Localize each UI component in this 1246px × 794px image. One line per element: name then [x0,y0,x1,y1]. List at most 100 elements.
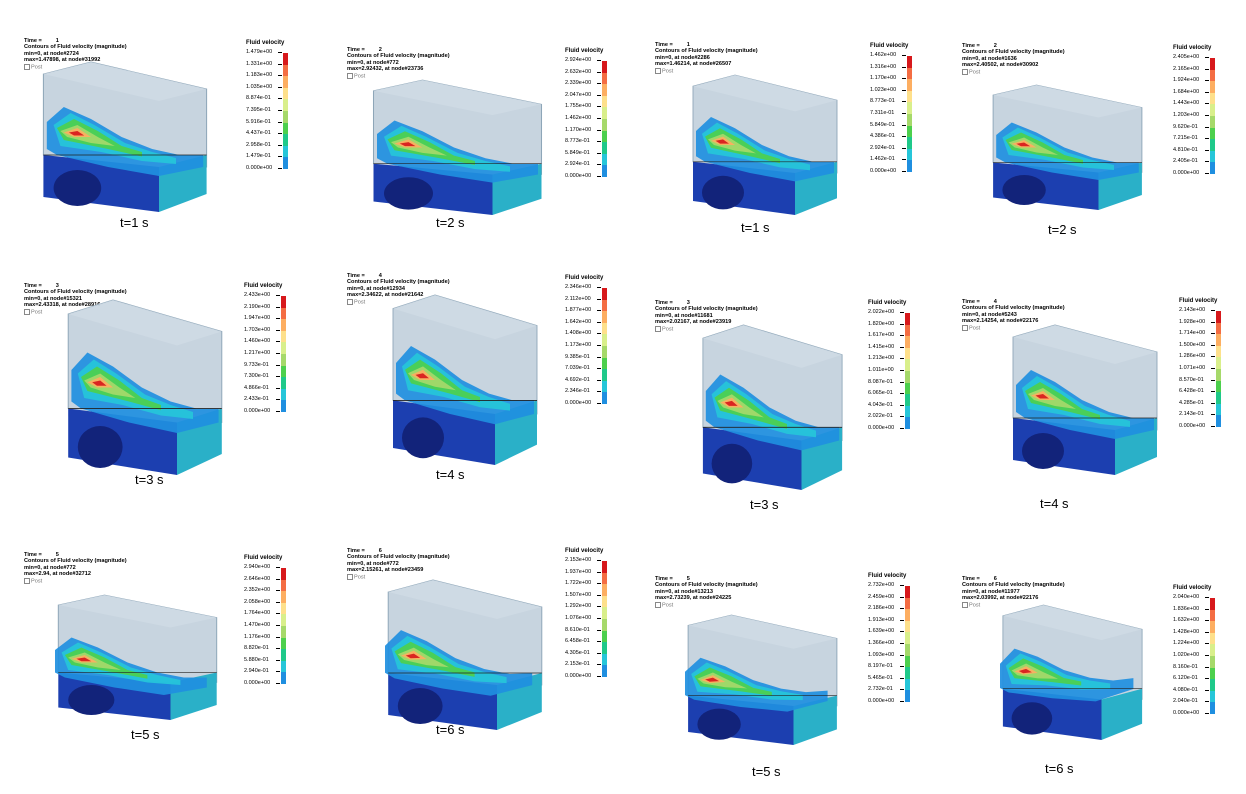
base-side-face [1101,688,1143,740]
legend-entry: 2.732e-01 [868,686,910,702]
legend-tick [1205,126,1209,128]
legend-value: 1.937e+00 [565,568,592,575]
legend-value: 0.000e+00 [244,407,271,414]
contour-title: Contours of Fluid velocity (magnitude) [24,289,127,296]
legend-tick [276,659,280,661]
legend-swatch [602,584,607,596]
post-item[interactable]: Post [655,67,758,75]
legend-tick [1205,631,1209,633]
tunnel-section [711,443,753,484]
legend-entry: 2.022e-01 [868,413,910,429]
legend-entry: 7.311e-01 [870,110,912,126]
legend-entry: 1.176e+00 [244,634,286,650]
legend-value: 7.215e-01 [1173,135,1198,142]
checkbox-icon [24,308,30,315]
simulation-info: Time = 1 Contours of Fluid velocity (magn… [655,42,758,75]
time-caption: t=1 s [741,220,770,235]
post-item[interactable]: Post [962,601,1065,609]
legend-tick [597,675,601,677]
min-readout: min=0, at node#13213 [655,588,713,595]
legend-entry: 1.947e+00 [244,315,286,331]
legend-tick [276,295,280,296]
legend-value: 1.617e+00 [868,332,895,339]
legend-value: 2.924e-01 [870,144,895,151]
checkbox-icon [347,573,353,580]
box-top-face [688,615,837,649]
legend-entry: 2.433e-01 [244,396,286,412]
legend-value: 0.000e+00 [868,697,895,704]
legend-value: 1.170e+00 [565,126,592,133]
legend-value: 1.755e+00 [565,103,592,110]
legend-tick [1205,689,1209,691]
legend-entry: 1.639e+00 [868,628,910,644]
post-item[interactable]: Post [655,601,758,609]
post-item[interactable]: Post [24,63,127,71]
legend-swatch [1210,81,1215,93]
legend-entry: 9.733e-01 [244,362,286,378]
legend-entry: 2.339e+00 [565,80,607,96]
legend-swatch [905,370,910,383]
color-legend: Fluid velocity 1.462e+00 1.316e+00 1.170e+0… [870,43,912,182]
legend-entry: 1.443e+00 [1173,100,1215,116]
legend-value: 2.405e+00 [1173,54,1200,60]
legend-value: 4.692e-01 [565,376,590,383]
contour-title: Contours of Fluid velocity (magnitude) [962,582,1065,589]
legend-value: 1.292e+00 [565,603,592,610]
legend-value: 0.000e+00 [868,424,895,431]
legend-swatch [1210,115,1215,128]
legend-entry: 8.773e-01 [565,138,607,154]
post-item[interactable]: Post [24,308,127,316]
legend-tick [1211,356,1215,358]
checkbox-icon [962,324,968,331]
post-item[interactable]: Post [347,298,450,306]
post-label: Post [662,602,674,609]
legend-value: 1.500e+00 [1179,341,1206,348]
legend-entry: 6.428e-01 [1179,388,1221,404]
post-label: Post [354,574,366,581]
post-item[interactable]: Post [347,72,450,80]
legend-tick [902,159,906,161]
legend-tick [1205,678,1209,680]
simulation-info: Time = 6 Contours of Fluid velocity (magn… [347,548,450,581]
post-item[interactable]: Post [655,325,758,333]
post-item[interactable]: Post [347,573,450,581]
legend-entry: 4.386e-01 [870,133,912,149]
legend-swatch [1210,702,1215,714]
time-label: Time = 4 [962,299,997,305]
tunnel-section [68,685,115,715]
legend-value: 2.459e+00 [868,593,895,600]
legend-tick [276,376,280,378]
legend-tick [902,124,906,126]
legend-entry: 1.714e+00 [1179,330,1221,346]
post-item[interactable]: Post [962,68,1065,76]
legend-entry: 9.620e-01 [1173,124,1215,140]
legend-swatch [281,388,286,401]
legend-swatch [905,643,910,656]
legend-tick [902,55,906,56]
post-item[interactable]: Post [962,324,1065,332]
legend-title: Fluid velocity [565,275,604,281]
min-readout: min=0, at node#772 [24,564,76,571]
time-caption: t=5 s [131,727,160,742]
contour-title: Contours of Fluid velocity (magnitude) [347,279,450,286]
legend-tick [597,83,601,85]
legend-value: 1.632e+00 [1173,617,1200,624]
legend-entry: 2.958e-01 [246,142,288,158]
legend-value: 2.153e-01 [565,661,590,668]
legend-entry: 1.020e+00 [1173,652,1215,668]
legend-entry: 1.331e+00 [246,61,288,77]
legend-value: 1.877e+00 [565,307,592,314]
legend-entry: 1.462e+00 [565,115,607,131]
legend-entry: 4.437e-01 [246,130,288,146]
legend-value: 2.940e-01 [244,668,269,675]
tunnel-section [1002,175,1046,205]
legend-entry: 8.820e-01 [244,645,286,661]
contour-title: Contours of Fluid velocity (magnitude) [655,306,758,313]
post-item[interactable]: Post [24,577,127,585]
legend-value: 2.143e+00 [1179,307,1206,313]
legend-swatch [283,53,288,65]
legend-swatch [602,392,607,404]
time-caption: t=4 s [436,467,465,482]
legend-swatch [907,90,912,103]
legend-swatch [602,380,607,393]
